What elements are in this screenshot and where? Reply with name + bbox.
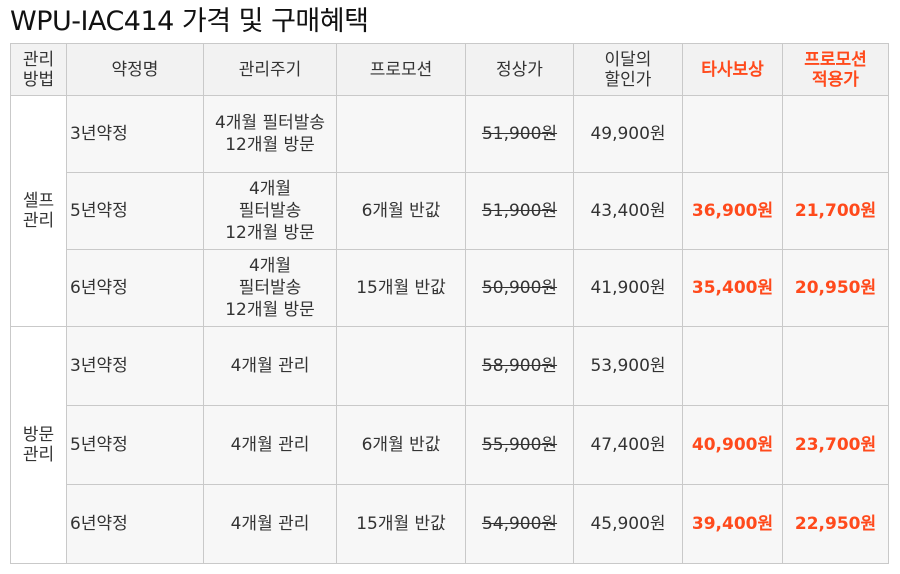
tradein-cell: 35,400원	[682, 249, 783, 327]
promo-cell	[336, 326, 466, 406]
promo-cell: 6개월 반값	[336, 172, 466, 250]
table-row: 5년약정 4개월 필터발송 12개월 방문 6개월 반값 51,900원 43,40…	[11, 172, 889, 250]
discount-price-cell: 49,900원	[573, 95, 683, 173]
promo-cell: 6개월 반값	[336, 405, 466, 485]
table-row: 6년약정 4개월 관리 15개월 반값 54,900원 45,900원 39,4…	[11, 484, 889, 564]
discount-price-cell: 47,400원	[573, 405, 683, 485]
regular-price-cell: 54,900원	[465, 484, 574, 564]
plan-cell: 3년약정	[66, 326, 204, 406]
method-cell-visit: 방문 관리	[10, 326, 67, 564]
discount-price-cell: 43,400원	[573, 172, 683, 250]
header-promo-price: 프로모션 적용가	[782, 43, 889, 96]
header-cycle: 관리주기	[203, 43, 337, 96]
promo-price-cell: 20,950원	[782, 249, 889, 327]
regular-price-cell: 58,900원	[465, 326, 574, 406]
header-plan: 약정명	[66, 43, 204, 96]
cycle-cell: 4개월 관리	[203, 326, 337, 406]
promo-price-cell	[782, 95, 889, 173]
promo-price-cell: 21,700원	[782, 172, 889, 250]
table-row: 6년약정 4개월 필터발송 12개월 방문 15개월 반값 50,900원 41,9…	[11, 249, 889, 327]
table-row: 5년약정 4개월 관리 6개월 반값 55,900원 47,400원 40,90…	[11, 405, 889, 485]
plan-cell: 5년약정	[66, 172, 204, 250]
promo-price-cell: 22,950원	[782, 484, 889, 564]
promo-cell: 15개월 반값	[336, 249, 466, 327]
page-title: WPU-IAC414 가격 및 구매혜택	[10, 6, 369, 37]
plan-cell: 3년약정	[66, 95, 204, 173]
tradein-cell: 40,900원	[682, 405, 783, 485]
tradein-cell: 36,900원	[682, 172, 783, 250]
cycle-cell: 4개월 관리	[203, 484, 337, 564]
header-method: 관리 방법	[10, 43, 67, 96]
cycle-cell: 4개월 필터발송 12개월 방문	[203, 95, 337, 173]
promo-cell: 15개월 반값	[336, 484, 466, 564]
promo-price-cell: 23,700원	[782, 405, 889, 485]
tradein-cell: 39,400원	[682, 484, 783, 564]
discount-price-cell: 53,900원	[573, 326, 683, 406]
price-table: 관리 방법 약정명 관리주기 프로모션 정상가 이달의 할인가 타사보상 프로모션 적…	[10, 43, 889, 564]
promo-cell	[336, 95, 466, 173]
header-tradein: 타사보상	[682, 43, 783, 96]
regular-price-cell: 55,900원	[465, 405, 574, 485]
table-row: 방문 관리 3년약정 4개월 관리 58,900원 53,900원	[10, 326, 889, 564]
discount-price-cell: 45,900원	[573, 484, 683, 564]
regular-price-cell: 50,900원	[465, 249, 574, 327]
table-row: 셀프 관리 3년약정 4개월 필터발송 12개월 방문 51,900원 49,900…	[10, 95, 889, 327]
cycle-cell: 4개월 필터발송 12개월 방문	[203, 172, 337, 250]
cycle-cell: 4개월 관리	[203, 405, 337, 485]
cycle-cell: 4개월 필터발송 12개월 방문	[203, 249, 337, 327]
plan-cell: 5년약정	[66, 405, 204, 485]
tradein-cell	[682, 95, 783, 173]
header-regular-price: 정상가	[465, 43, 574, 96]
plan-cell: 6년약정	[66, 249, 204, 327]
method-cell-self: 셀프 관리	[10, 95, 67, 327]
regular-price-cell: 51,900원	[465, 95, 574, 173]
discount-price-cell: 41,900원	[573, 249, 683, 327]
regular-price-cell: 51,900원	[465, 172, 574, 250]
header-promo: 프로모션	[336, 43, 466, 96]
plan-cell: 6년약정	[66, 484, 204, 564]
header-row: 관리 방법 약정명 관리주기 프로모션 정상가 이달의 할인가 타사보상 프로모션 적…	[10, 43, 889, 96]
promo-price-cell	[782, 326, 889, 406]
header-discount-price: 이달의 할인가	[573, 43, 683, 96]
tradein-cell	[682, 326, 783, 406]
